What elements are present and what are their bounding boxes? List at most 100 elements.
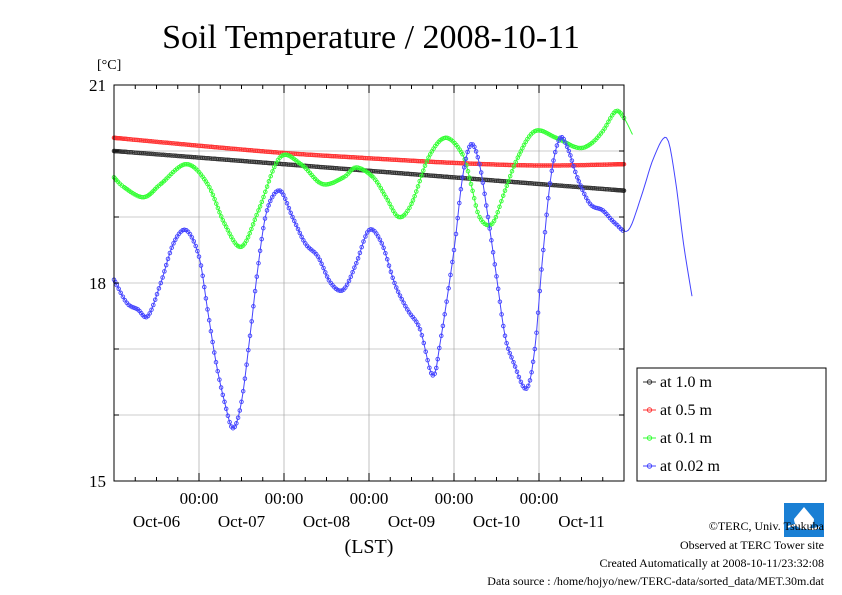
series-point: [254, 212, 259, 218]
footer-created: Created Automatically at 2008-10-11/23:3…: [599, 556, 824, 570]
series-point: [421, 168, 426, 173]
series-point: [514, 369, 520, 374]
series-point: [566, 163, 571, 168]
series-point: [210, 339, 215, 345]
series-point: [547, 181, 553, 186]
series-point: [489, 238, 494, 243]
series-point: [437, 345, 442, 351]
series-point: [323, 270, 328, 275]
series-point: [171, 241, 176, 246]
series-point: [263, 189, 268, 195]
series-point: [611, 162, 616, 167]
series-point: [273, 160, 279, 166]
series-point: [161, 152, 166, 158]
series-point: [295, 226, 301, 232]
series-point: [118, 290, 123, 296]
series-point: [218, 214, 224, 219]
series-point: [389, 205, 394, 210]
series-point: [239, 399, 244, 405]
series-point: [346, 278, 352, 284]
series-point: [453, 231, 459, 237]
series-point: [397, 293, 403, 298]
series-point: [220, 217, 226, 223]
series-point: [261, 225, 266, 231]
y-tick-label: 18: [89, 274, 106, 293]
series-point: [234, 421, 239, 426]
series-point: [471, 195, 477, 201]
series-point: [266, 179, 272, 184]
series-point: [247, 231, 252, 236]
series-point: [507, 173, 513, 179]
x-day-label: Oct-06: [133, 512, 180, 531]
footer-copyright: ©TERC, Univ. Tsukuba: [708, 519, 824, 533]
x-axis-label: (LST): [345, 536, 394, 558]
series-point: [564, 144, 570, 150]
series-point: [220, 392, 226, 398]
series-point: [572, 184, 577, 190]
series-point: [191, 239, 197, 244]
series-point: [377, 237, 383, 242]
series-point: [468, 181, 474, 187]
series-point: [225, 413, 231, 419]
series-point: [202, 284, 207, 290]
series-point: [317, 257, 323, 263]
series-point: [264, 208, 270, 213]
series-point: [463, 156, 469, 162]
series-point: [270, 169, 275, 174]
series-point: [363, 234, 368, 239]
series-point: [495, 286, 501, 292]
series-point: [240, 388, 246, 394]
series-point: [415, 322, 421, 328]
series-point: [465, 149, 470, 155]
series-point: [511, 359, 516, 365]
series-point: [465, 168, 471, 174]
series-point: [252, 217, 258, 222]
series-point: [388, 269, 394, 275]
x-day-label: Oct-09: [388, 512, 435, 531]
series-point: [203, 296, 209, 301]
series-point: [120, 136, 126, 141]
series-point: [410, 198, 416, 203]
series-point: [422, 163, 428, 168]
series-point: [478, 170, 484, 175]
series-point: [544, 212, 549, 217]
series-point: [568, 184, 573, 189]
series-point: [227, 231, 232, 236]
series-point: [608, 116, 613, 121]
series-point: [281, 192, 286, 198]
series-point: [405, 208, 410, 214]
series-point: [256, 260, 261, 266]
series-point: [187, 231, 193, 237]
series-point: [569, 158, 575, 163]
series-point: [297, 230, 303, 236]
series-point: [159, 152, 164, 157]
series-point: [563, 140, 568, 145]
series-point: [213, 359, 219, 365]
series-point: [421, 340, 427, 346]
y-axis-unit: [°C]: [97, 58, 121, 73]
series-point: [419, 173, 424, 179]
series-point: [497, 204, 502, 210]
series-point: [165, 256, 171, 262]
series-point: [502, 188, 508, 193]
series-point: [432, 371, 437, 376]
series-point: [549, 168, 555, 174]
series-point: [290, 214, 295, 220]
series-point: [352, 265, 357, 270]
series-point: [559, 163, 565, 168]
series-point: [491, 218, 497, 224]
series-point: [354, 260, 359, 266]
series-point: [122, 149, 127, 155]
series-point: [473, 203, 479, 208]
series-point: [154, 291, 160, 297]
footer-observed: Observed at TERC Tower site: [679, 538, 824, 552]
series-point: [162, 269, 167, 274]
series-point: [182, 227, 187, 233]
series-point: [169, 140, 174, 146]
series-point: [500, 193, 506, 198]
series-point: [419, 332, 425, 338]
series-point: [212, 196, 217, 202]
series-point: [167, 140, 172, 146]
series-point: [562, 163, 567, 168]
series-point: [493, 214, 499, 220]
